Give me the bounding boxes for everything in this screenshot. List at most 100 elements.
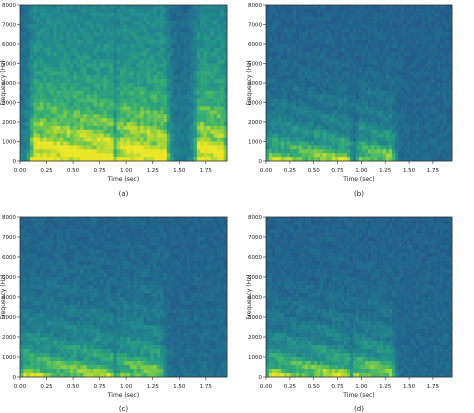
spectrogram-cell (320, 51, 324, 57)
spectrogram-cell (23, 153, 28, 158)
spectrogram-cell (20, 63, 24, 68)
spectrogram-cell (332, 102, 336, 107)
spectrogram-cell (275, 125, 279, 131)
spectrogram-cell (305, 67, 309, 72)
spectrogram-cell (223, 114, 228, 119)
spectrogram-cell (200, 44, 205, 49)
spectrogram-cell (341, 28, 345, 33)
spectrogram-cell (183, 102, 188, 107)
spectrogram-cell (353, 12, 357, 18)
spectrogram-cell (63, 47, 68, 53)
spectrogram-cell (410, 47, 414, 53)
spectrogram-cell (200, 55, 205, 60)
spectrogram-cell (305, 90, 309, 96)
spectrogram-cell (425, 8, 429, 14)
spectrogram-cell (278, 110, 282, 115)
spectrogram-cell (20, 5, 24, 10)
spectrogram-cell (160, 8, 164, 14)
spectrogram-cell (431, 79, 435, 84)
spectrogram-cell (275, 44, 279, 49)
spectrogram-cell (329, 94, 333, 99)
spectrogram-cell (43, 98, 48, 103)
spectrogram-cell (284, 157, 288, 162)
spectrogram-cell (70, 20, 74, 25)
spectrogram-cell (335, 20, 339, 25)
spectrogram-cell (281, 157, 285, 162)
spectrogram-cell (344, 110, 348, 115)
spectrogram-cell (422, 102, 426, 107)
spectrogram-cell (133, 118, 138, 123)
spectrogram-cell (46, 129, 51, 135)
spectrogram-cell (275, 5, 279, 10)
spectrogram-cell (401, 141, 405, 146)
spectrogram-cell (40, 24, 44, 29)
spectrogram-cell (419, 86, 423, 92)
spectrogram-cell (353, 51, 357, 57)
spectrogram-cell (73, 149, 78, 154)
spectrogram-cell (338, 129, 342, 135)
spectrogram-cell (180, 83, 184, 88)
spectrogram-cell (60, 86, 64, 92)
spectrogram-cell (341, 157, 345, 162)
spectrogram-cell (46, 90, 51, 96)
spectrogram-cell (449, 106, 453, 111)
spectrogram-cell (190, 83, 195, 88)
spectrogram-cell (113, 16, 118, 21)
spectrogram-cell (440, 149, 444, 154)
spectrogram-cell (413, 24, 417, 29)
spectrogram-cell (30, 79, 34, 84)
spectrogram-cell (36, 94, 41, 99)
spectrogram-cell (335, 141, 339, 146)
spectrogram-cell (272, 24, 276, 29)
spectrogram-cell (143, 137, 148, 142)
spectrogram-cell (110, 8, 114, 14)
spectrogram-cell (173, 90, 178, 96)
spectrogram-cell (389, 125, 393, 131)
spectrogram-cell (146, 79, 151, 84)
spectrogram-cell (422, 157, 426, 162)
spectrogram-cell (186, 51, 191, 57)
spectrogram-cell (180, 94, 184, 99)
spectrogram-cell (193, 71, 198, 76)
spectrogram-cell (66, 102, 71, 107)
spectrogram-cell (395, 67, 399, 72)
spectrogram-cell (213, 40, 218, 45)
spectrogram-cell (140, 114, 144, 119)
spectrogram-cell (332, 55, 336, 60)
spectrogram-cell (96, 129, 101, 135)
spectrogram-cell (33, 59, 38, 64)
spectrogram-cell (110, 47, 114, 53)
spectrogram-cell (166, 79, 171, 84)
spectrogram-cell (216, 106, 221, 111)
spectrogram-cell (63, 94, 68, 99)
spectrogram-cell (160, 20, 164, 25)
spectrogram-cell (359, 75, 363, 80)
spectrogram-cell (170, 102, 174, 107)
spectrogram-cell (126, 24, 131, 29)
spectrogram-cell (413, 55, 417, 60)
spectrogram-cell (350, 79, 354, 84)
spectrogram-cell (362, 153, 366, 158)
spectrogram-cell (100, 90, 104, 96)
spectrogram-cell (431, 153, 435, 158)
spectrogram-cell (407, 133, 411, 138)
spectrogram-cell (200, 125, 205, 131)
spectrogram-cell (20, 83, 24, 88)
spectrogram-cell (380, 20, 384, 25)
spectrogram-cell (314, 51, 318, 57)
spectrogram-cell (278, 44, 282, 49)
spectrogram-cell (287, 114, 291, 119)
spectrogram-cell (320, 83, 324, 88)
spectrogram-cell (377, 110, 381, 115)
spectrogram-cell (43, 20, 48, 25)
spectrogram-cell (96, 75, 101, 80)
spectrogram-cell (287, 5, 291, 10)
spectrogram-cell (206, 36, 211, 41)
spectrogram-cell (449, 145, 453, 150)
spectrogram-cell (116, 12, 121, 18)
spectrogram-cell (338, 63, 342, 68)
spectrogram-cell (302, 157, 306, 162)
spectrogram-cell (320, 145, 324, 150)
spectrogram-cell (126, 32, 131, 37)
spectrogram-cell (275, 106, 279, 111)
